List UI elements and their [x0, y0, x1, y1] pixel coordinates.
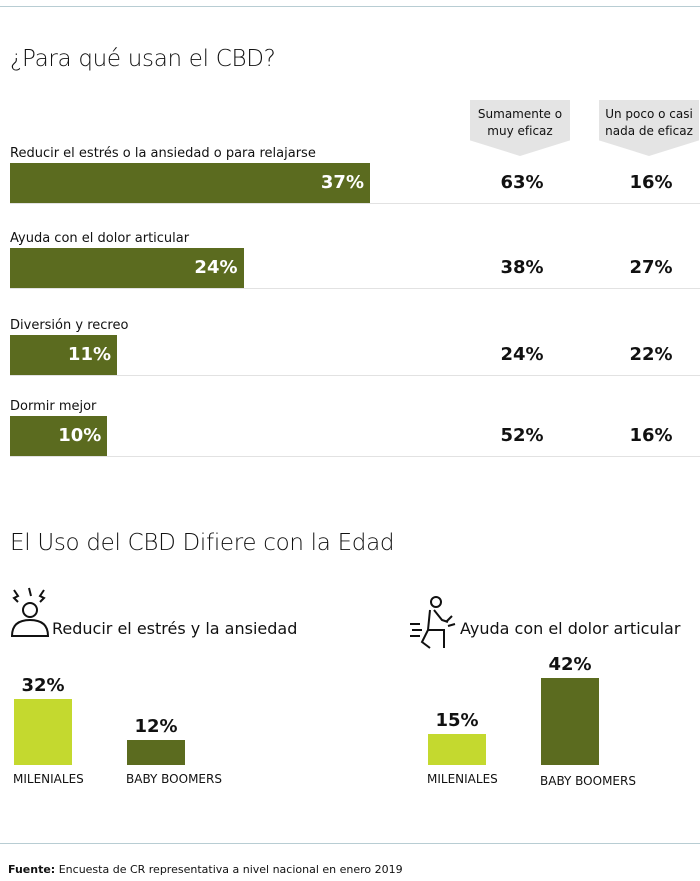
- bar-value-label: 10%: [58, 425, 102, 446]
- bottom-rule: [0, 843, 700, 844]
- bar: [541, 678, 599, 765]
- chart-subtitle: Ayuda con el dolor articular: [460, 619, 681, 638]
- bar-value-label: 12%: [134, 716, 178, 738]
- bar-value-label: 42%: [548, 654, 592, 676]
- row-divider: [10, 203, 700, 204]
- top-rule: [0, 6, 700, 7]
- column-value: 63%: [500, 172, 544, 193]
- bar-value-label: 15%: [435, 709, 479, 731]
- column-header: Sumamente o muy eficaz: [470, 100, 570, 156]
- footer-text: Encuesta de CR representativa a nivel na…: [58, 863, 403, 876]
- row-divider: [10, 288, 700, 289]
- category-label: BABY BOOMERS: [540, 774, 636, 788]
- bar-value-label: 11%: [67, 344, 112, 365]
- bar-value-label: 37%: [320, 172, 364, 193]
- stress-icon: [10, 587, 50, 637]
- row-label: Ayuda con el dolor articular: [10, 231, 190, 246]
- footer-label: Fuente:: [8, 863, 56, 876]
- column-value: 24%: [500, 344, 544, 365]
- chart-title: ¿Para qué usan el CBD?: [10, 46, 276, 72]
- column-value: 16%: [629, 172, 673, 193]
- column-header: Un poco o casi nada de eficaz: [599, 100, 699, 156]
- footer: Fuente: Encuesta de CR representativa a …: [8, 863, 403, 876]
- row-label: Diversión y recreo: [10, 318, 129, 333]
- row-divider: [10, 456, 700, 457]
- bar: [14, 698, 72, 765]
- bar: 24%: [10, 248, 244, 288]
- row-label: Dormir mejor: [10, 399, 97, 414]
- category-label: BABY BOOMERS: [126, 772, 222, 786]
- joint-icon: [410, 596, 456, 649]
- bar-value-label: 32%: [21, 674, 65, 696]
- category-label: MILENIALES: [427, 772, 498, 786]
- bar-value-label: 24%: [194, 257, 238, 278]
- bar: [428, 733, 486, 765]
- column-value: 27%: [629, 257, 673, 278]
- column-value: 22%: [629, 344, 673, 365]
- bar: 37%: [10, 163, 370, 203]
- column-value: 38%: [500, 257, 544, 278]
- chart-subtitle: Reducir el estrés y la ansiedad: [52, 619, 298, 638]
- bar: 10%: [10, 416, 108, 456]
- section-title: El Uso del CBD Difiere con la Edad: [10, 530, 395, 556]
- bar: 11%: [10, 335, 118, 375]
- row-label: Reducir el estrés o la ansiedad o para r…: [10, 146, 316, 161]
- column-value: 52%: [500, 425, 544, 446]
- category-label: MILENIALES: [13, 772, 84, 786]
- bar: [127, 740, 185, 765]
- column-value: 16%: [629, 425, 673, 446]
- row-divider: [10, 375, 700, 376]
